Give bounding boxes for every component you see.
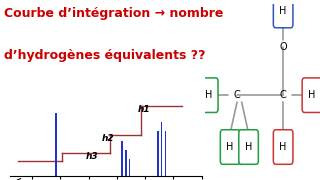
Bar — [161, 122, 162, 176]
Text: h1: h1 — [138, 105, 151, 114]
Bar — [121, 141, 123, 176]
Text: H: H — [279, 6, 287, 15]
Bar — [129, 159, 130, 176]
Text: H: H — [245, 142, 252, 152]
Text: Courbe d’intégration → nombre: Courbe d’intégration → nombre — [4, 7, 224, 20]
Text: H: H — [227, 142, 234, 152]
Bar — [55, 113, 57, 176]
Text: h2: h2 — [101, 134, 114, 143]
Text: h3: h3 — [86, 152, 99, 161]
Text: H: H — [308, 90, 316, 100]
FancyBboxPatch shape — [273, 130, 293, 164]
Text: H: H — [279, 142, 287, 152]
Text: d’hydrogènes équivalents ??: d’hydrogènes équivalents ?? — [4, 50, 206, 62]
FancyBboxPatch shape — [302, 78, 320, 112]
FancyBboxPatch shape — [220, 130, 240, 164]
FancyBboxPatch shape — [198, 78, 218, 112]
Text: O: O — [279, 42, 287, 52]
Bar — [165, 130, 166, 176]
FancyBboxPatch shape — [273, 0, 293, 28]
Bar — [157, 130, 159, 176]
Text: H: H — [204, 90, 212, 100]
Bar — [125, 150, 127, 176]
Text: C: C — [234, 90, 240, 100]
Text: C: C — [280, 90, 286, 100]
FancyBboxPatch shape — [239, 130, 258, 164]
